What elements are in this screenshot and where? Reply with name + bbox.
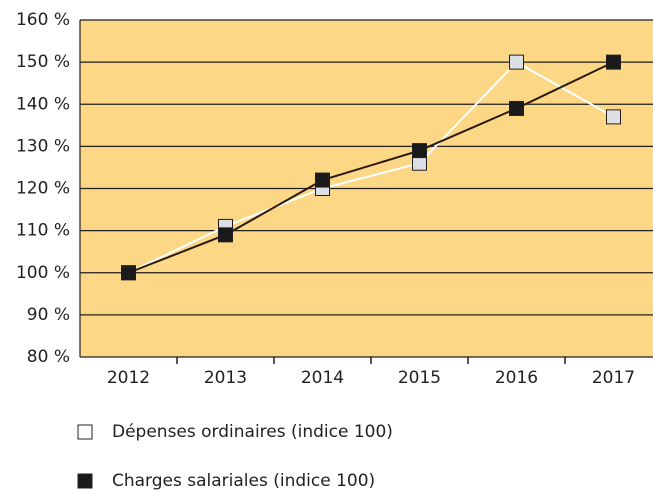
y-tick-label: 110 % xyxy=(16,221,70,241)
series-line xyxy=(128,61,614,274)
y-tick-label: 90 % xyxy=(27,305,70,325)
x-tick-label: 2015 xyxy=(398,368,441,388)
y-tick-label: 130 % xyxy=(16,136,70,156)
series-line xyxy=(128,60,614,274)
x-tick-label: 2013 xyxy=(204,368,247,388)
y-tick-label: 100 % xyxy=(16,263,70,283)
marker xyxy=(606,54,621,70)
y-tick-label: 140 % xyxy=(16,94,70,114)
marker xyxy=(606,109,621,125)
legend-swatch xyxy=(77,473,93,489)
x-tick-label: 2016 xyxy=(495,368,538,388)
marker xyxy=(509,54,524,70)
marker xyxy=(412,155,427,171)
x-tick-label: 2012 xyxy=(107,368,150,388)
x-tick-label: 2017 xyxy=(592,368,635,388)
legend-swatch xyxy=(77,424,93,440)
y-tick-label: 80 % xyxy=(27,347,70,367)
marker xyxy=(412,143,427,159)
legend-label: Dépenses ordinaires (indice 100) xyxy=(112,422,393,442)
y-tick-label: 160 % xyxy=(16,10,70,30)
y-tick-label: 120 % xyxy=(16,179,70,199)
marker xyxy=(509,100,524,116)
marker xyxy=(218,227,233,243)
marker xyxy=(121,265,136,281)
x-tick-label: 2014 xyxy=(301,368,344,388)
y-tick-label: 150 % xyxy=(16,52,70,72)
marker xyxy=(315,172,330,188)
legend-label: Charges salariales (indice 100) xyxy=(112,471,375,490)
